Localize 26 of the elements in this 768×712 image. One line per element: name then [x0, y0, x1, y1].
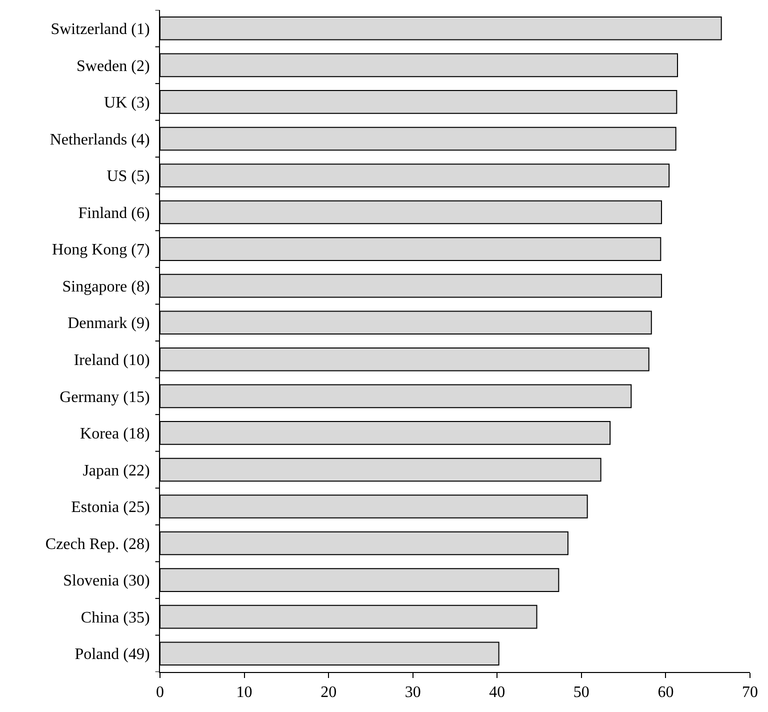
y-tick-label: Korea (18) — [80, 426, 150, 443]
y-tick-label: Denmark (9) — [68, 315, 150, 332]
y-tick-label: Czech Rep. (28) — [45, 536, 150, 553]
y-tick-label: US (5) — [106, 168, 150, 186]
y-tick-label: Poland (49) — [74, 646, 150, 664]
y-tick-label: Finland (6) — [78, 204, 150, 222]
y-tick-label: Netherlands (4) — [50, 131, 150, 148]
y-tick-label: UK (3) — [104, 94, 150, 112]
x-tick-label: 60 — [658, 684, 674, 702]
x-tick-label: 0 — [156, 684, 164, 702]
x-tick-label: 10 — [236, 684, 252, 702]
x-tick-label: 30 — [404, 684, 421, 702]
y-tick-label: Singapore (8) — [62, 278, 150, 296]
y-tick-label: Germany (15) — [60, 388, 150, 406]
y-tick-label: Switzerland (1) — [50, 20, 150, 38]
y-tick-label: Ireland (10) — [74, 352, 150, 369]
y-tick-label: Sweden (2) — [76, 58, 150, 75]
x-tick-label: 50 — [573, 684, 590, 702]
x-tick-label: 70 — [742, 684, 758, 702]
y-tick-label: Slovenia (30) — [63, 572, 150, 590]
y-tick-label: Estonia (25) — [71, 499, 150, 516]
x-tick-label: 20 — [320, 684, 337, 702]
y-tick-label: Japan (22) — [82, 462, 150, 480]
x-tick-label: 40 — [489, 684, 506, 702]
y-tick-label: China (35) — [80, 609, 150, 626]
y-tick-label: Hong Kong (7) — [52, 242, 150, 259]
